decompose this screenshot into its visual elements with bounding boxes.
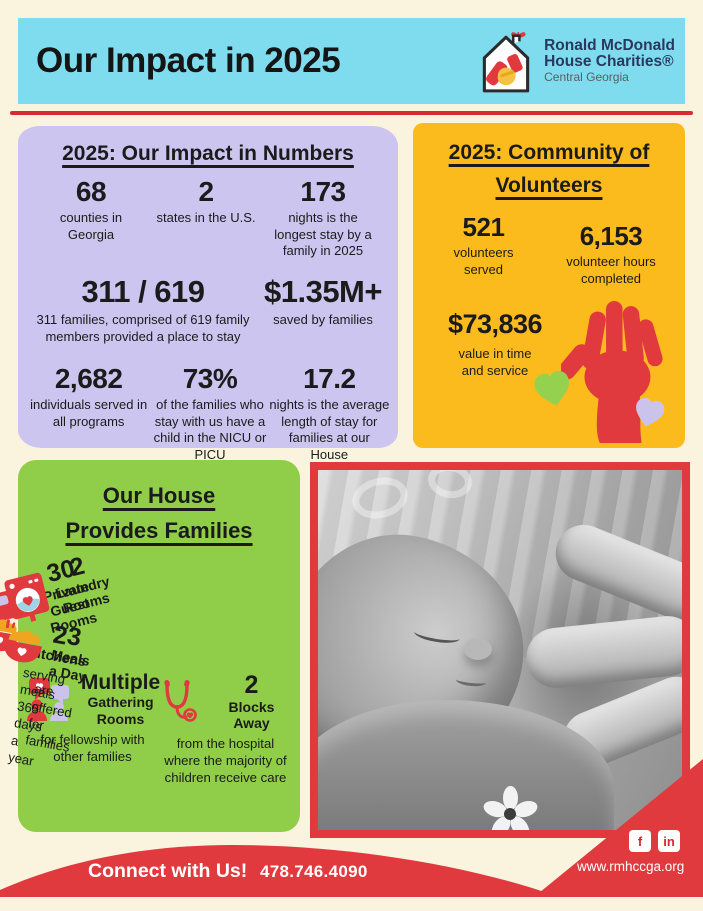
linkedin-icon[interactable]: in	[658, 830, 680, 852]
logo-line-3: Central Georgia	[544, 70, 629, 85]
website-url[interactable]: www.rmhccga.org	[577, 859, 685, 874]
lavender-heart-icon	[627, 391, 671, 435]
rmhc-logo: Ronald McDonald House Charities® Central…	[475, 27, 675, 95]
baby-photo	[318, 470, 682, 830]
item-label: Laundry Rooms	[53, 573, 112, 618]
stat-caption: nights is the average length of stay for…	[269, 397, 390, 462]
header-band: Our Impact in 2025 Ronald McDonald House…	[18, 18, 685, 104]
raised-hand-icon	[558, 301, 679, 443]
baby-nose	[464, 638, 492, 660]
stat-value: $1.35M+	[263, 273, 383, 309]
item-gathering-rooms: Multiple Gathering Rooms for fellowship …	[26, 671, 161, 786]
stat-caption: states in the U.S.	[156, 210, 256, 225]
item-caption: for fellowship with other families	[40, 731, 145, 764]
stat-caption: of the families who stay with us have a …	[153, 397, 267, 462]
stat-caption: saved by families	[273, 311, 373, 327]
stat-caption: volunteers served	[453, 245, 514, 277]
item-value: 2	[67, 552, 88, 583]
logo-line-2: House Charities®	[544, 53, 674, 71]
item-laundry-rooms: 2 Laundry Rooms	[4, 552, 111, 620]
rmhc-logo-text: Ronald McDonald House Charities® Central…	[544, 36, 675, 85]
flower-pattern	[481, 786, 540, 830]
stat-caption: value in time and service	[458, 346, 532, 378]
facebook-icon[interactable]: f	[629, 830, 651, 852]
volunteers-panel: 2025: Community of Volunteers 521 volunt…	[413, 123, 685, 448]
stat-nicu-picu: 73% of the families who stay with us hav…	[151, 363, 268, 464]
item-value: 3	[64, 622, 84, 653]
impact-row-3: 2,682 individuals served in all programs…	[18, 363, 398, 464]
phone-number: 478.746.4090	[260, 862, 368, 881]
house-provides-panel: Our House Provides Families 30 Private G…	[0, 460, 300, 832]
house-panel-title: Our House Provides Families	[65, 483, 253, 544]
stat-value: 521	[462, 212, 505, 243]
rmhc-house-icon	[482, 32, 530, 93]
volunteers-row: 521 volunteers served 6,153 volunteer ho…	[413, 212, 685, 287]
baby-photo-frame	[310, 462, 690, 838]
impact-row-1: 68 counties in Georgia 2 states in the U…	[18, 176, 398, 260]
stat-time-value: $73,836 value in time and service	[429, 309, 561, 379]
house-row-3: Multiple Gathering Rooms for fellowship …	[18, 672, 300, 786]
item-label: Gathering Rooms	[87, 694, 154, 727]
footer-shape	[0, 759, 703, 897]
stat-caption: individuals served in all programs	[30, 397, 148, 429]
stat-caption: volunteer hours completed	[566, 254, 656, 286]
stethoscope-icon	[164, 679, 197, 722]
stat-value: 311 / 619	[81, 273, 205, 309]
stat-caption: 311 families, comprised of 619 family me…	[36, 311, 250, 344]
stat-value: 2,682	[54, 363, 123, 395]
item-blocks-away: 2 Blocks Away from the hospital where th…	[159, 672, 292, 786]
stat-states: 2 states in the U.S.	[150, 176, 262, 260]
stat-value: 73%	[182, 363, 238, 395]
impact-panel-title: 2025: Our Impact in Numbers	[62, 142, 354, 165]
stat-value: $73,836	[447, 309, 543, 339]
logo-line-1: Ronald McDonald	[544, 36, 675, 54]
item-label: Blocks Away	[228, 698, 275, 731]
stat-individuals: 2,682 individuals served in all programs	[26, 363, 151, 464]
item-caption: from the hospital where the majority of …	[164, 735, 287, 786]
stat-value: 173	[300, 176, 346, 207]
social-icons: f in	[629, 830, 680, 852]
stat-longest-stay: 173 nights is the longest stay by a fami…	[262, 176, 384, 260]
stat-volunteers-served: 521 volunteers served	[421, 212, 546, 287]
stat-average-stay: 17.2 nights is the average length of sta…	[269, 363, 390, 464]
washing-machine-icon	[4, 573, 50, 620]
item-value: Multiple	[80, 671, 161, 695]
gathering-rooms-icon	[26, 678, 69, 722]
impact-row-2: 311 / 619 311 families, comprised of 619…	[18, 274, 398, 345]
stat-value: 2	[198, 176, 214, 207]
item-meals: 3 Meals a Day are offered for families	[3, 619, 91, 755]
stat-volunteer-hours: 6,153 volunteer hours completed	[546, 221, 676, 287]
stat-value: 17.2	[303, 363, 356, 395]
page-title: Our Impact in 2025	[36, 41, 341, 80]
stat-families: 311 / 619 311 families, comprised of 619…	[28, 274, 258, 345]
item-value: 2	[244, 671, 259, 700]
impact-numbers-panel: 2025: Our Impact in Numbers 68 counties …	[18, 126, 398, 462]
stat-value: 6,153	[579, 221, 643, 252]
connect-label: Connect with Us!	[88, 860, 248, 882]
stat-counties: 68 counties in Georgia	[32, 176, 150, 260]
stat-value: 68	[75, 176, 107, 207]
red-divider-line	[10, 111, 693, 115]
stat-savings: $1.35M+ saved by families	[258, 274, 388, 345]
green-heart-icon	[527, 363, 579, 415]
house-row-2: 2 Kitchens serving meals 365 days a year	[0, 615, 91, 769]
house-row-1: 30 Private Guest Rooms	[0, 552, 111, 637]
meal-bowl-icon	[3, 619, 42, 663]
volunteers-panel-title: 2025: Community of Volunteers	[448, 141, 650, 197]
stat-caption: counties in Georgia	[59, 210, 123, 242]
stat-caption: nights is the longest stay by a family i…	[274, 210, 372, 259]
